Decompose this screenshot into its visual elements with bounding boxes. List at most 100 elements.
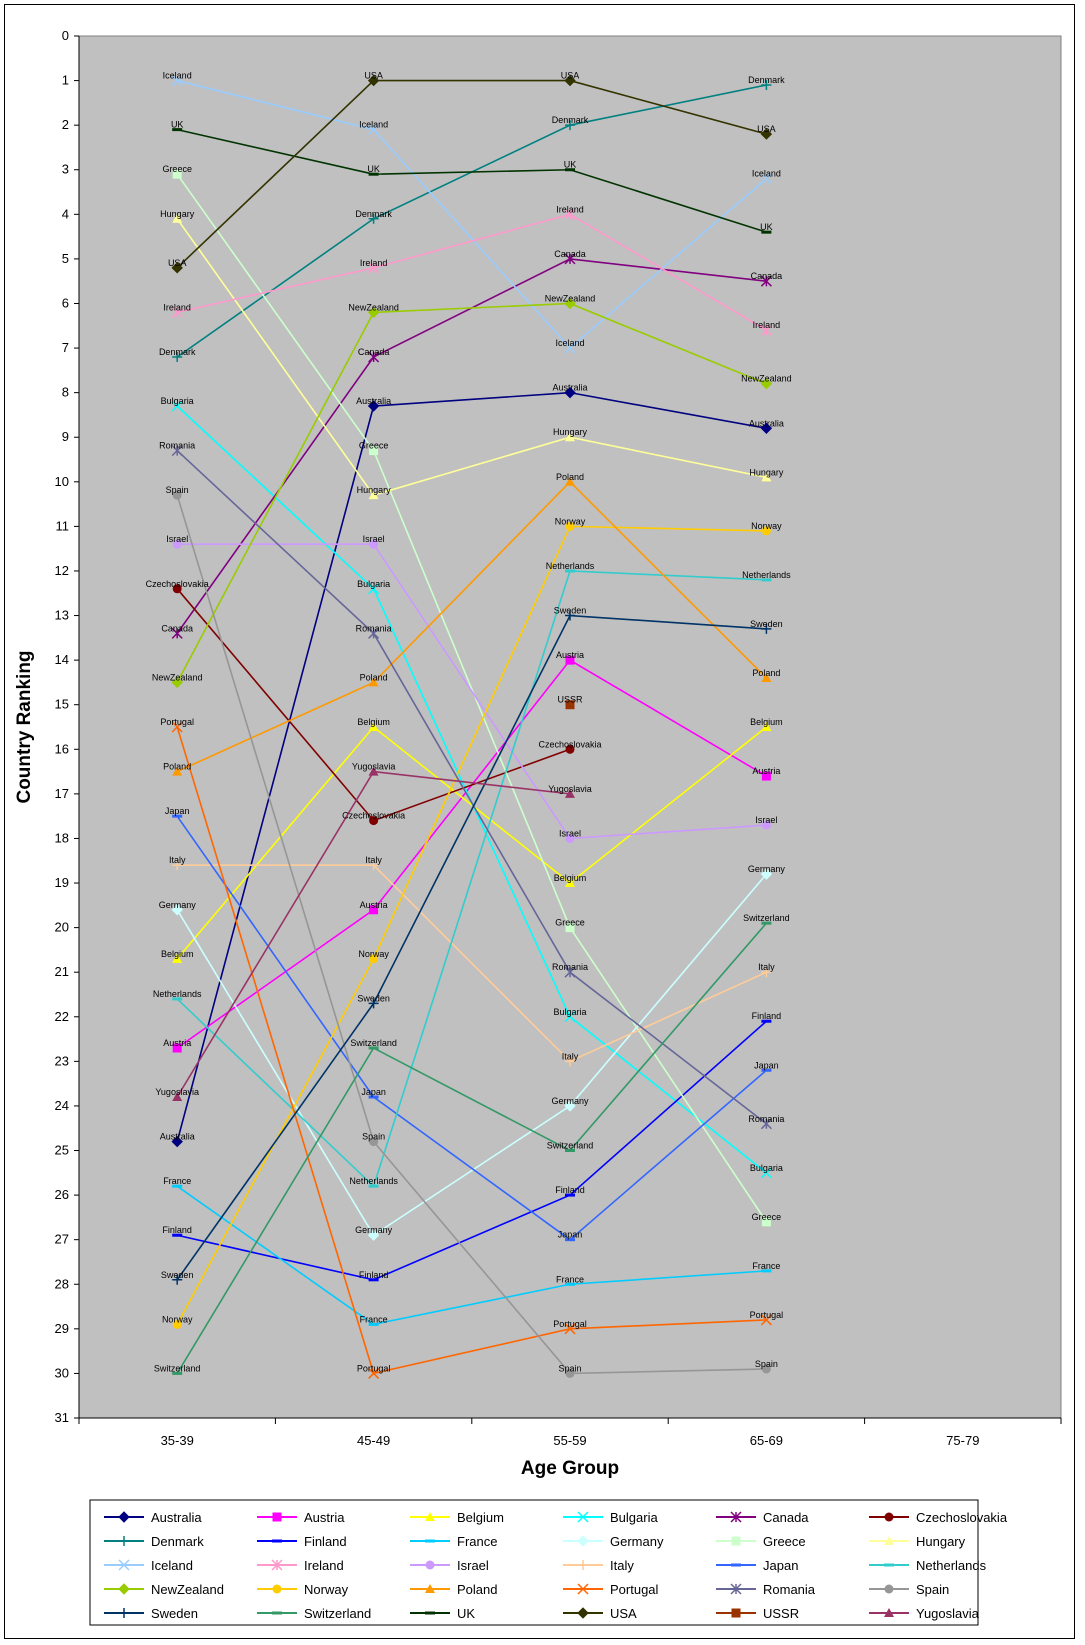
data-point-marker — [884, 1608, 894, 1617]
series-line — [176, 815, 767, 1241]
data-point-marker — [172, 953, 183, 963]
legend-item: Spain — [869, 1582, 949, 1597]
series-greece — [172, 169, 771, 1227]
y-tick-label: 26 — [55, 1187, 69, 1202]
data-label: Czechoslovakia — [342, 811, 405, 821]
y-tick-label: 13 — [55, 608, 69, 623]
data-label: UK — [760, 222, 773, 232]
data-point-marker — [172, 213, 183, 223]
data-point-marker — [760, 868, 773, 880]
legend-item: Japan — [716, 1558, 798, 1573]
data-label: Israel — [755, 815, 777, 825]
series-newzealand — [171, 297, 773, 689]
series-line — [177, 128, 767, 233]
series-poland — [172, 476, 772, 776]
data-label: Finland — [752, 1011, 782, 1021]
data-point-marker — [565, 1149, 575, 1153]
y-tick-label: 29 — [55, 1321, 69, 1336]
legend-item: Austria — [257, 1510, 345, 1525]
data-point-marker — [171, 445, 183, 457]
data-point-marker — [171, 1135, 183, 1148]
data-point-marker — [565, 833, 575, 843]
data-point-marker — [172, 1233, 183, 1237]
series-australia — [171, 386, 773, 1148]
data-point-marker — [367, 74, 380, 87]
data-point-marker — [172, 1274, 183, 1285]
data-label: Germany — [355, 1225, 393, 1235]
legend-item: Iceland — [104, 1558, 193, 1573]
data-label: USSR — [557, 695, 583, 705]
series-portugal — [171, 721, 772, 1379]
data-point-marker — [565, 1282, 575, 1286]
data-point-marker — [564, 74, 576, 87]
data-label: Japan — [558, 1230, 583, 1240]
legend-item: Germany — [563, 1534, 664, 1549]
series-line — [177, 543, 767, 840]
data-point-marker — [578, 1560, 588, 1570]
data-label: Czechoslovakia — [146, 579, 209, 589]
x-tick-label: 45-49 — [357, 1433, 390, 1448]
legend-label: Greece — [763, 1534, 806, 1549]
data-label: USA — [168, 258, 187, 268]
series-czechoslovakia — [172, 584, 575, 826]
legend-item: Switzerland — [257, 1606, 371, 1621]
data-point-marker — [369, 539, 379, 549]
data-label: Spain — [362, 1132, 385, 1142]
data-label: UK — [564, 160, 577, 170]
data-label: Germany — [159, 900, 197, 910]
data-point-marker — [368, 1046, 379, 1050]
series-germany — [171, 868, 773, 1241]
legend-item: Sweden — [104, 1606, 198, 1621]
data-label: Canada — [358, 347, 390, 357]
series-line — [176, 726, 767, 1375]
data-point-marker — [761, 921, 772, 925]
series-iceland — [171, 75, 772, 354]
data-point-marker — [760, 275, 772, 287]
data-point-marker — [172, 1092, 183, 1102]
data-point-marker — [368, 722, 379, 731]
data-point-marker — [761, 1217, 771, 1227]
data-point-marker — [565, 569, 575, 573]
data-point-marker — [368, 351, 380, 363]
legend: Australia Austria Belgium Bulgaria Canada Cze… — [104, 1510, 1008, 1621]
data-point-marker — [369, 816, 379, 826]
legend-label: Poland — [457, 1582, 497, 1597]
data-label: Romania — [356, 623, 392, 633]
legend-label: Japan — [763, 1558, 798, 1573]
data-point-marker — [564, 297, 576, 310]
y-tick-label: 21 — [55, 964, 69, 979]
legend-item: Australia — [104, 1510, 202, 1525]
y-tick-label: 8 — [62, 385, 69, 400]
legend-item: France — [410, 1534, 497, 1549]
data-point-marker — [425, 1584, 435, 1593]
data-label: Finland — [359, 1270, 389, 1280]
x-axis-title: Age Group — [521, 1458, 619, 1479]
data-label: Iceland — [359, 120, 388, 130]
data-label: Spain — [166, 485, 189, 495]
data-label: UK — [171, 120, 184, 130]
data-label: Canada — [751, 271, 783, 281]
data-point-marker — [369, 905, 379, 915]
series-line — [176, 873, 768, 1237]
data-point-marker — [565, 476, 575, 486]
data-point-marker — [172, 1319, 182, 1329]
data-point-marker — [761, 1068, 772, 1072]
data-point-marker — [564, 253, 576, 265]
data-label: Spain — [558, 1363, 581, 1373]
data-point-marker — [761, 722, 772, 731]
data-label: Romania — [748, 1114, 784, 1124]
data-point-marker — [565, 923, 575, 933]
data-label: Switzerland — [350, 1038, 397, 1048]
series-yugoslavia — [172, 766, 575, 1102]
data-label: Norway — [358, 949, 389, 959]
data-label: Hungary — [749, 467, 784, 477]
data-label: Israel — [559, 828, 581, 838]
data-label: Netherlands — [349, 1176, 398, 1186]
data-label: France — [360, 1314, 388, 1324]
data-label: Netherlands — [546, 561, 595, 571]
data-point-marker — [367, 400, 380, 412]
data-point-marker — [368, 1095, 379, 1099]
data-point-marker — [171, 904, 183, 916]
data-label: Denmark — [748, 75, 785, 85]
